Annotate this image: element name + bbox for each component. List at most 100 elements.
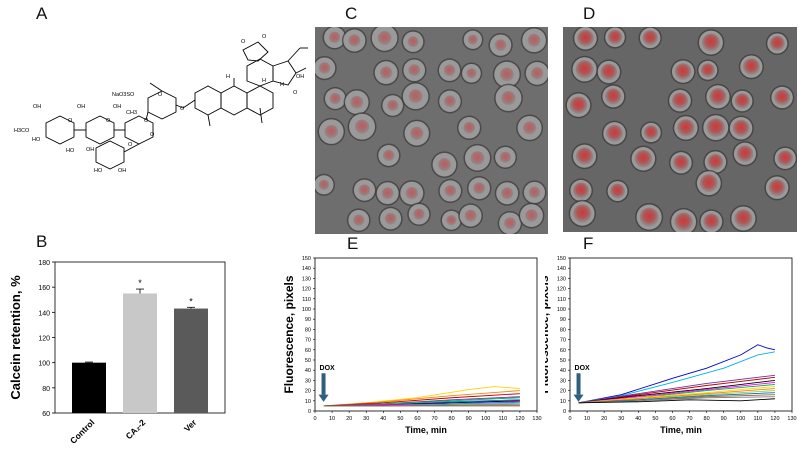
- x-tick-label: 10: [329, 416, 335, 422]
- y-tick-label: 50: [305, 358, 311, 364]
- y-tick-label: 180: [38, 260, 50, 267]
- y-tick-label: 40: [305, 368, 311, 374]
- y-tick-label: 0: [563, 409, 566, 415]
- x-tick-label: 30: [618, 416, 624, 422]
- cell-fluorescence: [774, 89, 791, 106]
- cell-fluorescence: [732, 119, 750, 137]
- significance-marker: *: [189, 296, 193, 306]
- svg-text:O: O: [144, 118, 149, 124]
- cell-fluorescence: [353, 214, 365, 226]
- x-tick-label: 20: [346, 416, 352, 422]
- svg-text:O: O: [293, 90, 298, 96]
- cell-fluorescence: [643, 125, 659, 140]
- svg-text:O: O: [241, 39, 246, 45]
- cell-fluorescence: [503, 217, 516, 230]
- cell-fluorescence: [348, 34, 361, 47]
- y-tick-label: 30: [305, 378, 311, 384]
- series-line: [578, 398, 775, 404]
- micrograph-c: [315, 27, 548, 234]
- cell-fluorescence: [407, 36, 419, 48]
- cell-fluorescence: [677, 119, 695, 137]
- cell-fluorescence: [499, 151, 512, 163]
- svg-text:OH: OH: [296, 74, 304, 80]
- cell-fluorescence: [769, 35, 785, 51]
- cell-fluorescence: [525, 209, 538, 222]
- cell-fluorescence: [573, 182, 589, 199]
- svg-text:H3CO: H3CO: [14, 128, 30, 134]
- y-tick-label: 140: [38, 310, 50, 317]
- cell-fluorescence: [318, 179, 330, 191]
- svg-text:OH: OH: [33, 104, 41, 110]
- series-line: [323, 390, 520, 407]
- cell-fluorescence: [443, 64, 456, 77]
- cell-fluorescence: [573, 204, 592, 223]
- svg-text:O: O: [128, 142, 133, 148]
- svg-text:O: O: [262, 34, 267, 40]
- x-tick-label: 70: [686, 416, 692, 422]
- y-tick-label: 60: [42, 411, 50, 418]
- x-axis-label: Time, min: [660, 425, 702, 435]
- cell-fluorescence: [464, 209, 477, 222]
- dox-arrow-head: [318, 394, 329, 402]
- y-tick-label: 160: [38, 285, 50, 292]
- x-tick-label: 30: [363, 416, 369, 422]
- y-tick-label: 120: [302, 287, 311, 293]
- cell-fluorescence: [673, 154, 690, 171]
- cell-fluorescence: [379, 66, 393, 79]
- cell-fluorescence: [473, 182, 486, 195]
- y-tick-label: 60: [560, 348, 566, 354]
- x-tick-label: 130: [532, 416, 541, 422]
- x-tick-label: 40: [635, 416, 641, 422]
- bar-chart-b: 60 80 100 120 140 160 180 Control * CA₂-2 * Ver Calc…: [8, 260, 226, 446]
- dox-annotation: DOX: [575, 365, 591, 372]
- y-axis-label: Calcein retention, %: [8, 275, 23, 400]
- cell-fluorescence: [528, 186, 541, 199]
- x-tick-label: 80: [449, 416, 455, 422]
- y-tick-label: 110: [302, 297, 311, 303]
- cell-fluorescence: [577, 29, 594, 47]
- x-tick-label: 10: [584, 416, 590, 422]
- cell-fluorescence: [527, 33, 541, 47]
- dox-arrow-shaft: [321, 373, 326, 395]
- cell-fluorescence: [610, 183, 626, 199]
- cell-fluorescence: [329, 93, 341, 105]
- svg-text:HO: HO: [66, 148, 75, 154]
- chemical-structure: OH OH OH HO H3CO O O HO OH O O CH3 NaO3S…: [14, 34, 308, 174]
- cell-fluorescence: [408, 64, 421, 77]
- plot-frame: [569, 257, 793, 412]
- y-tick-label: 140: [302, 266, 311, 272]
- panel-letter-b: B: [36, 232, 48, 251]
- y-axis-label: Fluorescence, pixels: [545, 275, 551, 393]
- category-label: Control: [68, 417, 96, 445]
- svg-text:CH3: CH3: [126, 110, 137, 116]
- series-line: [578, 351, 776, 404]
- x-tick-label: 60: [669, 416, 675, 422]
- y-tick-label: 10: [305, 399, 311, 405]
- series-line: [578, 388, 775, 404]
- bar: [72, 362, 106, 413]
- y-tick-label: 120: [38, 336, 50, 343]
- category-label: CA₂-2: [124, 417, 148, 441]
- svg-text:OH: OH: [86, 147, 94, 153]
- cell-fluorescence: [444, 185, 457, 197]
- cell-fluorescence: [387, 99, 399, 112]
- cell-fluorescence: [381, 187, 394, 200]
- y-tick-label: 40: [560, 368, 566, 374]
- svg-text:H: H: [280, 82, 284, 88]
- y-tick-label: 50: [560, 358, 566, 364]
- panel-letter-a: A: [36, 4, 48, 23]
- x-tick-label: 50: [397, 416, 403, 422]
- series-line: [578, 381, 775, 404]
- y-tick-label: 70: [305, 338, 311, 344]
- cell-fluorescence: [501, 90, 516, 106]
- bar: [174, 308, 208, 413]
- y-tick-label: 110: [557, 297, 566, 303]
- svg-text:O: O: [106, 118, 111, 124]
- plot-frame: [314, 257, 538, 412]
- y-tick-label: 120: [557, 287, 566, 293]
- x-tick-label: 90: [466, 416, 472, 422]
- svg-text:H: H: [226, 74, 230, 80]
- y-tick-label: 130: [302, 276, 311, 282]
- series-line: [578, 396, 775, 404]
- y-tick-label: 20: [305, 389, 311, 395]
